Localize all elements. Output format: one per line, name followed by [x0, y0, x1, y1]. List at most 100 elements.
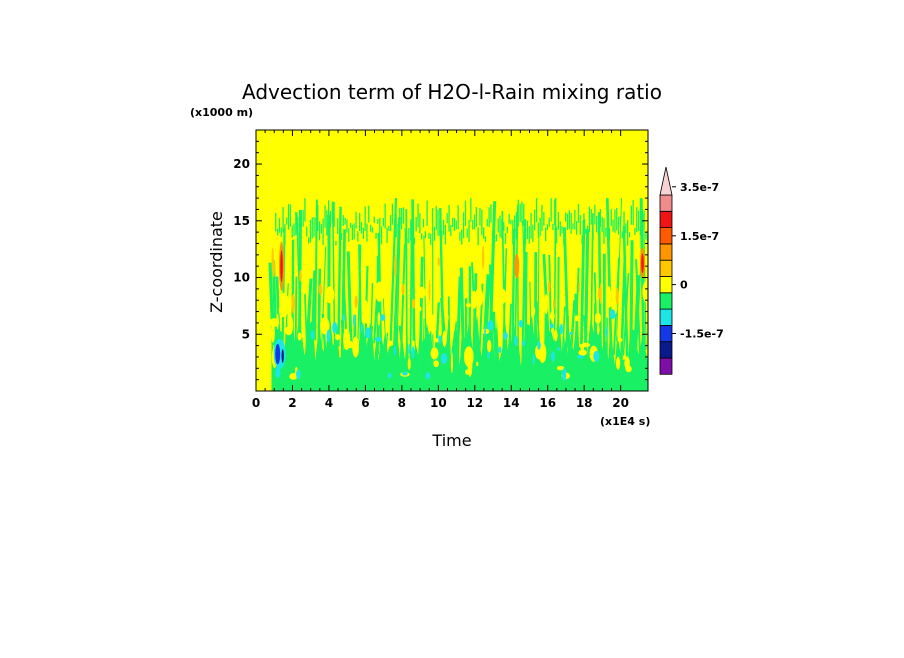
- field-cyan-patch: [498, 346, 502, 354]
- field-green-upper: [468, 220, 470, 243]
- field-cyan-patch: [394, 345, 396, 356]
- field-cyan-patch: [296, 369, 301, 380]
- field-yellow-gap: [297, 332, 302, 341]
- field-green-upper: [610, 209, 612, 227]
- field-green-upper: [417, 203, 419, 228]
- field-green-upper: [550, 198, 552, 222]
- field-green-upper: [539, 217, 541, 237]
- field-yellow-gap: [606, 300, 612, 308]
- field-green-streak: [452, 321, 458, 366]
- field-cyan-patch: [438, 335, 442, 344]
- field-green-upper: [526, 220, 529, 239]
- field-green-streak: [358, 244, 363, 366]
- field-green-upper: [355, 211, 357, 229]
- field-green-upper: [300, 210, 302, 228]
- field-green-streak: [529, 281, 532, 369]
- field-green-streak: [622, 226, 629, 357]
- field-green-upper: [466, 228, 468, 238]
- field-green-upper: [388, 225, 390, 231]
- field-red-core: [641, 253, 644, 274]
- field-green-upper: [406, 237, 408, 243]
- field-green-upper: [424, 231, 426, 239]
- field-green-upper: [586, 225, 589, 231]
- colorbar: -1.5e-7 0 1.5e-7 3.5e-7: [659, 166, 724, 375]
- field-cyan-patch: [577, 355, 584, 359]
- field-cyan-patch: [487, 320, 494, 331]
- field-cyan-patch: [514, 335, 518, 347]
- field-green-streak: [534, 252, 538, 364]
- field-green-upper: [457, 205, 459, 230]
- field-green-upper: [366, 223, 368, 242]
- field-green-upper: [428, 232, 430, 239]
- colorbar-swatch: [659, 243, 673, 261]
- field-green-streak: [616, 198, 623, 342]
- field-green-upper: [612, 219, 614, 232]
- field-green-upper: [623, 211, 625, 237]
- field-green-upper: [534, 209, 536, 231]
- field-yellow-gap: [476, 361, 479, 367]
- field-green-upper: [614, 209, 616, 233]
- field-green-upper: [634, 227, 636, 235]
- field-green-upper: [461, 229, 463, 245]
- field-green-streak: [389, 198, 398, 341]
- field-green-streak: [340, 229, 346, 377]
- field-green-upper: [444, 224, 446, 245]
- field-yellow-gap: [530, 306, 536, 317]
- field-orange-light-streak: [299, 269, 302, 282]
- field-green-upper: [400, 208, 403, 230]
- colorbar-swatch: [659, 341, 673, 359]
- field-green-upper: [370, 224, 372, 232]
- field-cyan-patch: [550, 323, 554, 329]
- x-tick-label: 4: [325, 396, 333, 410]
- x-axis-ticks: 0 2 4 6 8 10 12 14 16 18 20: [252, 130, 629, 410]
- field-green-upper: [277, 228, 279, 236]
- field-green-upper: [399, 207, 401, 228]
- field-yellow-gap: [551, 328, 554, 334]
- field-orange-core: [514, 253, 520, 279]
- field-yellow-gap: [642, 281, 648, 303]
- field-cyan-patch: [387, 372, 392, 379]
- field-green-upper: [572, 223, 574, 230]
- field-green-structure: [268, 198, 648, 391]
- field-cyan-patch: [487, 351, 490, 359]
- field-green-upper: [537, 222, 539, 238]
- field-orange-light-streak: [553, 297, 555, 310]
- field-green-upper: [601, 216, 603, 232]
- field-green-upper: [512, 219, 514, 245]
- field-green-upper: [419, 213, 421, 234]
- field-green-upper: [282, 207, 284, 233]
- x-tick-label: 16: [539, 396, 556, 410]
- field-green-upper: [517, 199, 519, 227]
- field-green-upper: [630, 205, 632, 225]
- field-yellow-gap: [278, 303, 289, 318]
- field-green-upper: [364, 206, 366, 231]
- field-green-streak: [392, 217, 401, 350]
- field-yellow-gap: [270, 323, 275, 343]
- field-green-upper: [619, 216, 621, 227]
- field-yellow-gap: [325, 286, 335, 304]
- field-green-upper: [280, 227, 282, 237]
- field-green-streak: [553, 198, 557, 350]
- field-green-streak: [419, 256, 424, 347]
- y-tick-label: 20: [233, 157, 250, 171]
- colorbar-label: -1.5e-7: [680, 328, 724, 341]
- field-orange-light-streak: [615, 287, 619, 305]
- field-green-upper: [574, 209, 576, 230]
- field-green-upper: [318, 221, 321, 241]
- field-cyan-patch: [557, 347, 561, 351]
- field-orange-light-streak: [291, 293, 296, 314]
- field-yellow-gap: [498, 288, 507, 304]
- field-orange-light-streak: [481, 245, 485, 269]
- colorbar-swatch: [659, 276, 673, 294]
- field-green-upper: [592, 228, 594, 240]
- field-green-streak: [522, 221, 529, 384]
- field-green-streak: [455, 276, 462, 382]
- field-green-upper: [413, 237, 415, 245]
- field-green-upper: [439, 218, 441, 236]
- field-green-streak: [484, 276, 491, 364]
- field-green-upper: [608, 227, 611, 241]
- field-green-upper: [349, 222, 352, 228]
- field-green-streak: [410, 242, 417, 376]
- field-cyan-patch: [360, 323, 363, 334]
- field-green-upper: [331, 203, 333, 224]
